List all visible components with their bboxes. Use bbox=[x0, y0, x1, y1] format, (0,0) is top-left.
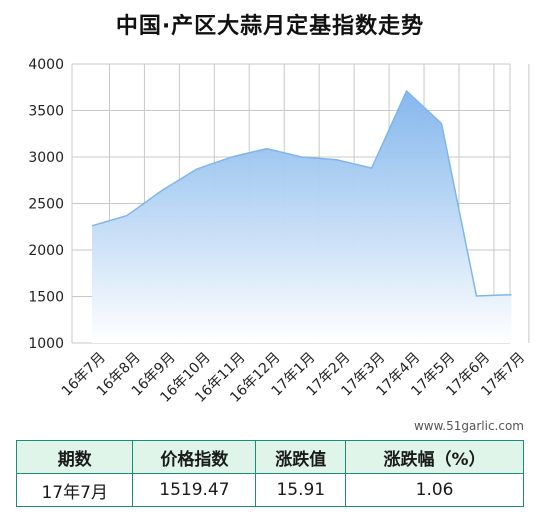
y-tick-label: 4000 bbox=[28, 57, 64, 73]
cell-period: 17年7月 bbox=[15, 473, 134, 507]
table-row: 17年7月 1519.47 15.91 1.06 bbox=[15, 473, 524, 507]
index-summary-table: 期数 价格指数 涨跌值 涨跌幅（%） 17年7月 1519.47 15.91 1… bbox=[15, 440, 524, 507]
header-period: 期数 bbox=[15, 440, 134, 474]
y-tick-label: 2000 bbox=[28, 243, 64, 259]
cell-change-value: 15.91 bbox=[255, 473, 347, 507]
chart-title: 中国·产区大蒜月定基指数走势 bbox=[115, 14, 425, 39]
header-change-percent: 涨跌幅（%） bbox=[345, 440, 524, 474]
table-header-row: 期数 价格指数 涨跌值 涨跌幅（%） bbox=[15, 440, 524, 474]
watermark-url: www.51garlic.com bbox=[413, 419, 524, 433]
y-tick-label: 1500 bbox=[28, 290, 64, 306]
header-change-value: 涨跌值 bbox=[255, 440, 347, 474]
y-tick-label: 3500 bbox=[28, 104, 64, 120]
y-tick-label: 1000 bbox=[28, 336, 64, 352]
x-axis-tick-labels: 16年7月16年8月16年9月16年10月16年11月16年12月17年1月17… bbox=[59, 350, 528, 406]
y-tick-label: 3000 bbox=[28, 150, 64, 166]
area-series bbox=[91, 89, 512, 343]
area-fill bbox=[92, 90, 512, 343]
y-tick-label: 2500 bbox=[28, 197, 64, 213]
cell-change-percent: 1.06 bbox=[345, 473, 524, 507]
y-axis-tick-labels: 1000 1500 2000 2500 3000 3500 4000 bbox=[28, 57, 64, 352]
cell-price-index: 1519.47 bbox=[132, 473, 257, 507]
area-chart: 1000 1500 2000 2500 3000 3500 4000 16年7月16年8月1… bbox=[28, 57, 530, 406]
header-price-index: 价格指数 bbox=[132, 440, 257, 474]
